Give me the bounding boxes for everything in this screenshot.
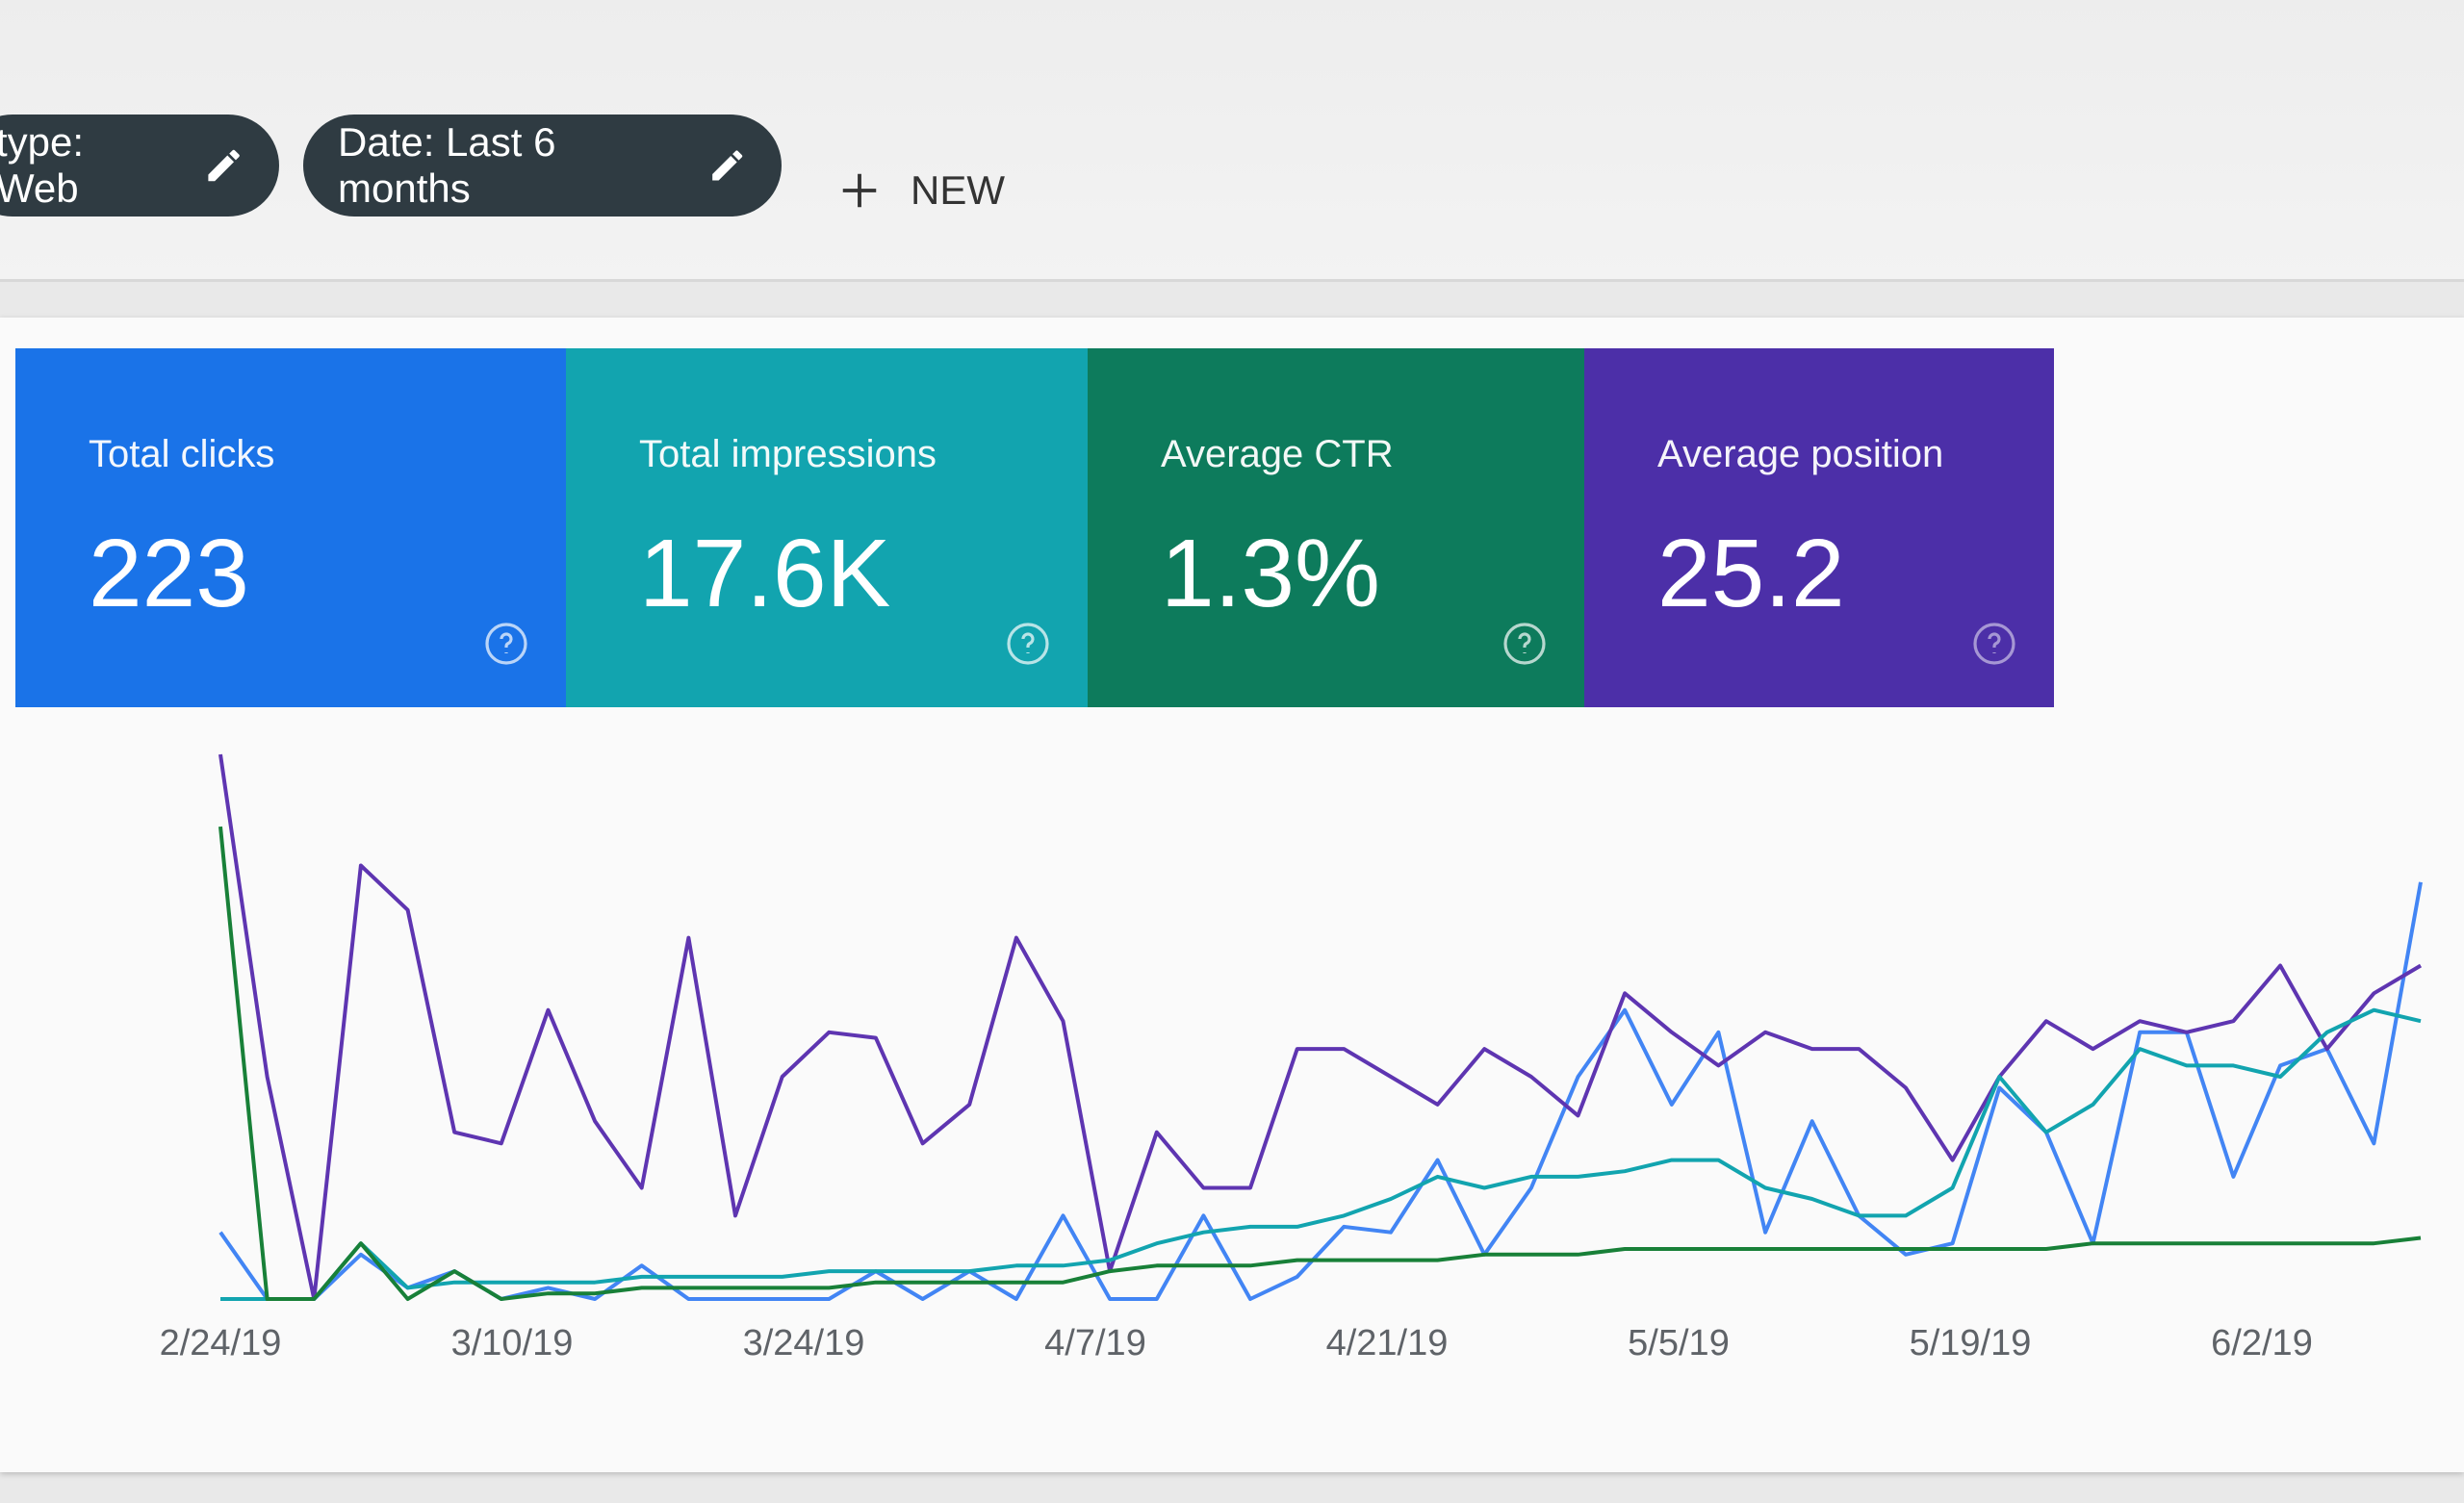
edit-icon	[711, 150, 742, 181]
metric-label: Total clicks	[89, 433, 275, 475]
metric-value: 25.2	[1657, 520, 1845, 627]
edit-icon	[208, 149, 240, 182]
help-icon[interactable]	[483, 621, 529, 667]
help-icon[interactable]	[1502, 621, 1548, 667]
button-label: NEW	[911, 167, 1005, 213]
metric-value: 1.3%	[1161, 520, 1380, 627]
help-icon[interactable]	[1005, 621, 1051, 667]
series-line	[218, 753, 2423, 1301]
metric-value: 17.6K	[639, 520, 891, 627]
x-tick-label: 4/21/19	[1326, 1323, 1449, 1363]
new-filter-button[interactable]: NEW	[837, 154, 1005, 227]
chip-label: Date: Last 6 months	[338, 119, 556, 211]
filter-chip[interactable]: type: Web	[0, 115, 279, 217]
help-icon[interactable]	[1971, 621, 2017, 667]
series-line	[220, 1007, 2422, 1301]
metric-label: Average position	[1657, 433, 1944, 475]
x-tick-label: 5/19/19	[1910, 1323, 2032, 1363]
x-tick-label: 3/24/19	[743, 1323, 865, 1363]
chip-label: type: Web	[0, 119, 85, 211]
x-tick-label: 6/2/19	[2211, 1323, 2313, 1363]
plus-icon	[842, 173, 877, 208]
metric-label: Total impressions	[639, 433, 937, 475]
performance-chart: 2/24/19 3/10/19 3/24/19 4/7/19 4/21/19 5/5/19…	[160, 753, 2423, 1363]
metric-card[interactable]: Average position 25.2	[1584, 348, 2054, 707]
filter-bar: type: Web Date: Last 6 months NEW	[0, 0, 2464, 282]
x-tick-label: 2/24/19	[160, 1323, 282, 1363]
metric-value: 223	[89, 520, 249, 627]
metric-card[interactable]: Total impressions 17.6K	[566, 348, 1088, 707]
metric-card[interactable]: Total clicks 223	[15, 348, 566, 707]
x-tick-label: 5/5/19	[1628, 1323, 1730, 1363]
metric-card[interactable]: Average CTR 1.3%	[1088, 348, 1584, 707]
series-line	[218, 881, 2423, 1301]
filter-chip[interactable]: Date: Last 6 months	[303, 115, 782, 217]
series-line	[218, 826, 2422, 1301]
metric-label: Average CTR	[1161, 433, 1394, 475]
x-tick-label: 4/7/19	[1044, 1323, 1146, 1363]
x-tick-label: 3/10/19	[451, 1323, 574, 1363]
